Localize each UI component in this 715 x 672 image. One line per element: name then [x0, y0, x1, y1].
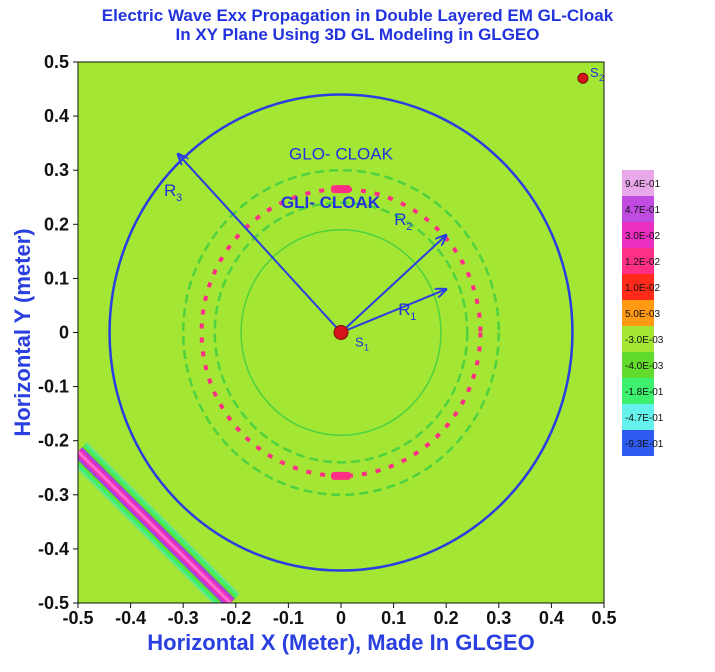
legend-swatch: [622, 196, 654, 222]
annotation-2: GLI- CLOAK: [281, 193, 381, 212]
y-tick-label: -0.5: [38, 593, 69, 613]
circle-5: [240, 228, 442, 437]
legend-swatch: [622, 300, 654, 326]
source-S2-label: S: [590, 65, 599, 80]
x-tick-label: 0.3: [486, 608, 511, 628]
radius-label-R3: R: [164, 181, 176, 200]
radius-label-sub-R1: 1: [410, 311, 416, 323]
radius-label-R2: R: [394, 210, 406, 229]
chart-title-line-1: Electric Wave Exx Propagation in Double …: [101, 6, 614, 25]
circle-1: [108, 93, 574, 572]
legend-swatch: [622, 352, 654, 378]
y-tick-label: -0.2: [38, 431, 69, 451]
y-tick-label: 0: [59, 323, 69, 343]
x-tick-label: 0: [336, 608, 346, 628]
legend-label: -1.8E-01: [625, 387, 664, 398]
legend-label: -3.0E-03: [625, 335, 664, 346]
y-tick-label: -0.4: [38, 539, 69, 559]
radius-label-R1: R: [398, 300, 410, 319]
legend-swatch: [622, 222, 654, 248]
radius-arrow-R1: [340, 289, 446, 334]
annotation-1: GLO- CLOAK: [289, 144, 394, 163]
legend-label: 1.0E-02: [625, 283, 660, 294]
x-tick-label: -0.5: [62, 608, 93, 628]
circle-2: [181, 168, 501, 497]
legend-swatch: [622, 430, 654, 456]
legend-label: -4.7E-01: [625, 413, 664, 424]
legend-swatch: [622, 274, 654, 300]
x-axis-label: Horizontal X (Meter), Made In GLGEO: [147, 630, 534, 655]
y-tick-label: 0.4: [44, 106, 69, 126]
y-axis-label: Horizontal Y (meter): [10, 228, 35, 436]
x-tick-label: -0.2: [220, 608, 251, 628]
source-S2-subscript: 2: [599, 73, 604, 83]
x-tick-label: 0.4: [539, 608, 564, 628]
wavefront-band-layer-5: [78, 450, 232, 603]
x-tick-label: 0.1: [381, 608, 406, 628]
cloak-ring-hotspot-2: [331, 471, 351, 480]
radius-arrow-R3: [178, 154, 342, 334]
circle-3: [199, 187, 483, 478]
source-S1-subscript: 1: [364, 343, 369, 353]
chart-title: Electric Wave Exx Propagation in Double …: [0, 6, 715, 44]
radius-label-sub-R3: 3: [176, 192, 182, 204]
radius-arrow-R2: [340, 235, 446, 334]
legend-label: 1.2E-02: [625, 257, 660, 268]
source-S1-label: S: [355, 335, 364, 350]
circle-4: [213, 201, 469, 464]
x-tick-label: 0.5: [591, 608, 616, 628]
legend-label: 3.0E-02: [625, 231, 660, 242]
x-tick-label: -0.1: [273, 608, 304, 628]
chart-title-line-2: In XY Plane Using 3D GL Modeling in GLGE…: [175, 25, 540, 44]
y-tick-label: 0.1: [44, 268, 69, 288]
legend-label: 4.7E-01: [625, 205, 660, 216]
legend-label: 9.4E-01: [625, 179, 660, 190]
x-tick-label: -0.4: [115, 608, 146, 628]
y-tick-label: -0.1: [38, 377, 69, 397]
source-S1-marker: [333, 325, 349, 340]
y-tick-label: 0.2: [44, 214, 69, 234]
x-tick-label: 0.2: [434, 608, 459, 628]
legend-label: -9.3E-01: [625, 439, 664, 450]
cloak-ring-hotspot-1: [331, 185, 351, 194]
x-tick-label: -0.3: [168, 608, 199, 628]
legend-swatch: [622, 326, 654, 352]
legend-label: -4.0E-03: [625, 361, 664, 372]
legend-swatch: [622, 170, 654, 196]
legend-swatch: [622, 248, 654, 274]
y-tick-label: 0.3: [44, 160, 69, 180]
legend-label: 5.0E-03: [625, 309, 660, 320]
source-S2-marker: [577, 72, 589, 84]
y-tick-label: -0.3: [38, 485, 69, 505]
legend-swatch: [622, 404, 654, 430]
legend-swatch: [622, 378, 654, 404]
y-tick-label: 0.5: [44, 52, 69, 72]
radius-label-sub-R2: 2: [406, 221, 412, 233]
